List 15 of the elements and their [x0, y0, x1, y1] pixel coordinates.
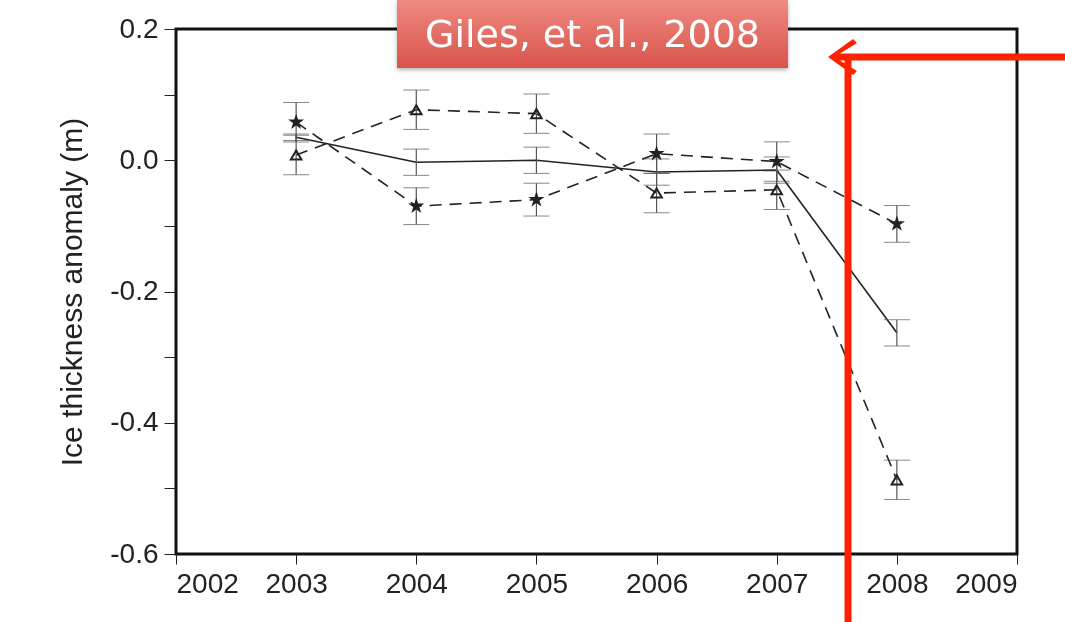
y-tick-label: -0.2 — [110, 275, 159, 306]
x-tick-label: 2002 — [176, 567, 239, 599]
x-tick-label: 2006 — [625, 567, 689, 599]
x-tick-label: 2009 — [955, 567, 1018, 599]
y-tick-label: -0.6 — [110, 537, 159, 569]
y-tick-label: 0.2 — [119, 12, 159, 44]
x-tick-label: 2003 — [265, 567, 328, 599]
x-tick-label: 2005 — [505, 567, 569, 599]
y-tick-label: 0.0 — [119, 143, 159, 175]
y-tick-label: -0.4 — [110, 406, 159, 438]
x-tick-label: 2008 — [866, 567, 929, 599]
x-tick-label: 2007 — [746, 567, 809, 599]
annotation: Giles, et al., 2008 — [397, 0, 788, 68]
x-tick-label: 2004 — [385, 567, 448, 599]
y-axis-title: Ice thickness anomaly (m) — [55, 117, 89, 467]
